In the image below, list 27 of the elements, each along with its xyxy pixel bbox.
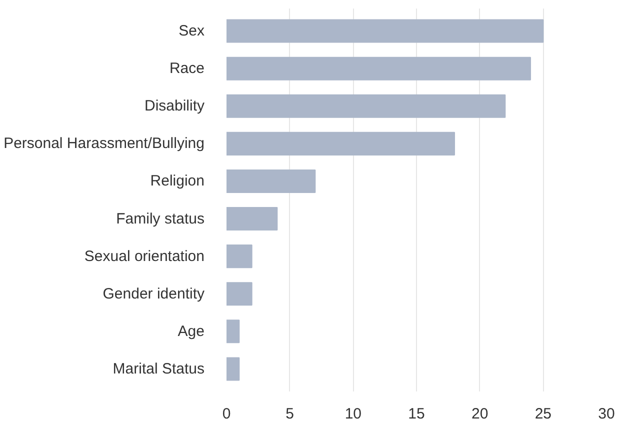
x-tick-label: 5 xyxy=(286,406,294,421)
y-tick-label: Marital Status xyxy=(112,360,205,378)
y-tick-label: Personal Harassment/Bullying xyxy=(4,135,205,152)
bar xyxy=(226,207,278,231)
bar xyxy=(226,94,506,118)
bar xyxy=(226,132,455,156)
y-tick-label: Age xyxy=(178,322,205,340)
y-tick-label: Race xyxy=(169,60,205,78)
bar xyxy=(226,19,544,43)
bar xyxy=(226,244,252,268)
bar xyxy=(226,320,240,344)
bar xyxy=(226,169,316,193)
y-tick-label: Religion xyxy=(150,172,205,190)
x-tick-label: 25 xyxy=(534,406,552,421)
y-tick-label: Sex xyxy=(178,22,205,40)
x-tick-label: 30 xyxy=(598,406,615,421)
y-tick-label: Sexual orientation xyxy=(84,248,205,265)
x-tick-label: 15 xyxy=(408,406,425,421)
bar xyxy=(226,56,531,80)
bar xyxy=(226,357,240,381)
x-tick-label: 20 xyxy=(471,406,488,421)
y-tick-label: Family status xyxy=(116,210,205,228)
x-tick-label: 10 xyxy=(344,406,362,421)
y-tick-label: Disability xyxy=(144,98,205,115)
y-tick-label: Gender identity xyxy=(102,285,205,302)
x-tick-label: 0 xyxy=(222,406,231,421)
bar xyxy=(226,282,252,306)
